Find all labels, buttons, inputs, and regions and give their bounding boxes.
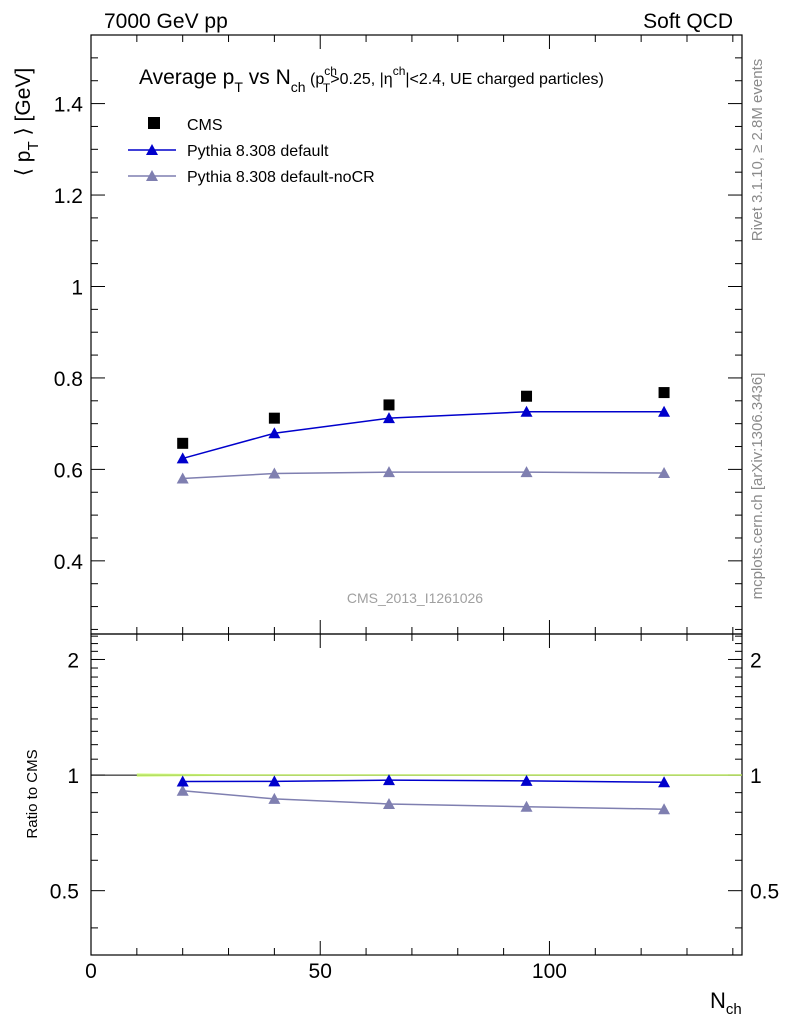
ratio-nocr-point [382,797,395,809]
main-series-group [176,387,671,484]
ratio-nocr-point [268,792,281,804]
main-y-tick-label: 0.4 [54,551,84,574]
ratio-nocr-point [658,803,671,815]
legend-default-marker [146,144,158,155]
main-default-point [382,412,395,424]
main-default-point [176,452,189,464]
main-y-tick-label: 0.6 [54,459,83,482]
ratio-default-line [182,779,665,783]
main-plot-title: Average pT vs Nch (pch T>0.25, |ηch|<2.4,… [139,64,604,95]
main-default-line [182,411,665,460]
main-y-axis-label: ⟨ pT ⟩ [GeV] [12,68,42,176]
main-nocr-point [382,466,395,478]
header-right-label: Soft QCD [643,10,733,33]
legend-cms-marker [148,117,160,129]
legend-default-label: Pythia 8.308 default [187,143,329,160]
ratio-y-tick-label-right: 1 [750,765,762,788]
main-default-point [658,405,671,417]
mcplots-label: mcplots.cern.ch [arXiv:1306.3436] [749,373,766,600]
main-default-point [520,405,533,417]
main-nocr-line [182,471,665,480]
legend-nocr-marker [146,170,158,181]
ratio-nocr-point [176,784,189,796]
ratio-y-tick-label-right: 0.5 [750,881,779,904]
ratio-band-area [136,773,742,777]
header-left-label: 7000 GeV pp [104,10,228,33]
ratio-nocr-line [182,790,665,810]
ratio-default-point [176,775,189,787]
main-cms-point [177,437,189,449]
main-cms-point [521,390,533,402]
main-y-tick-label: 1 [71,276,83,299]
main-y-ticks: 0.4 0.6 0.8 1 1.2 1.4 [54,34,742,630]
legend: CMS Pythia 8.308 default Pythia 8.308 de… [128,117,375,186]
main-cms-point [268,412,280,424]
legend-nocr-label: Pythia 8.308 default-noCR [187,169,375,186]
main-y-tick-label: 0.8 [54,368,83,391]
main-cms-point [383,399,395,411]
ratio-series-group [176,774,671,815]
ratio-y-tick-label-left: 0.5 [50,881,79,904]
x-tick-label: 0 [85,960,97,983]
legend-cms-label: CMS [187,117,223,134]
main-nocr-point [268,467,281,479]
ratio-default-point [658,776,671,788]
ratio-y-tick-label-right: 2 [750,649,762,672]
ratio-y-tick-label-left: 1 [67,765,79,788]
x-tick-label: 100 [532,960,567,983]
x-ticks: 0 50 100 [85,35,734,983]
x-axis-label: Nch [710,988,742,1018]
ratio-y-axis-label: Ratio to CMS [24,749,41,838]
main-nocr-point [176,472,189,484]
ratio-default-point [520,774,533,786]
ratio-y-tick-label-left: 2 [67,649,79,672]
main-y-tick-label: 1.2 [54,185,83,208]
main-y-tick-label: 1.4 [54,94,84,117]
x-tick-label: 50 [309,960,332,983]
main-nocr-point [658,467,671,479]
rivet-version-label: Rivet 3.1.10, ≥ 2.8M events [749,59,766,242]
ratio-uncertainty-band [136,773,742,777]
main-default-point [268,427,281,439]
main-nocr-point [520,466,533,478]
ratio-default-point [382,774,395,786]
ratio-nocr-point [520,800,533,812]
main-cms-point [658,387,670,399]
ratio-panel-frame [90,633,743,956]
ratio-default-point [268,775,281,787]
ratio-y-ticks: 0.5 0.5 1 1 2 2 [50,635,779,929]
analysis-watermark: CMS_2013_I1261026 [347,590,483,606]
